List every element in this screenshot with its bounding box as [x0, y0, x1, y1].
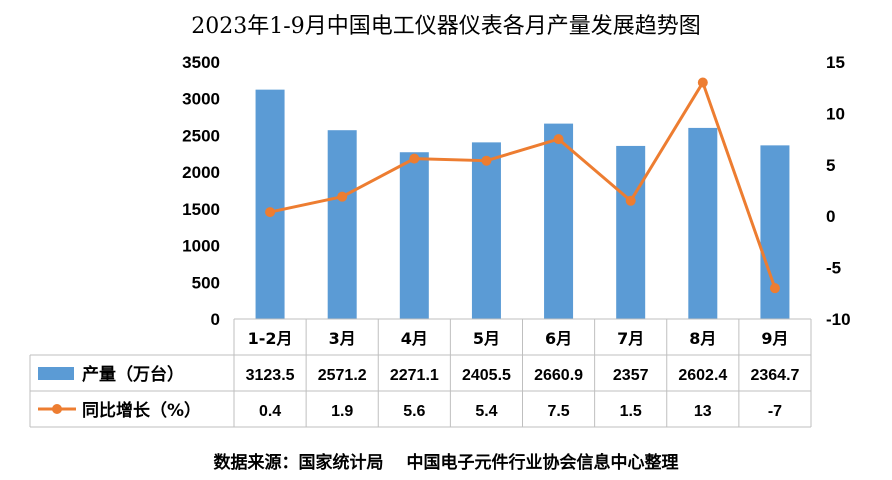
- data-table: 1-2月 3月 4月 5月 6月 7月 8月 9月 3123.5 2571.2 2271.1 2405…: [29, 318, 812, 428]
- legend-bar-label: 产量（万台）: [82, 364, 184, 385]
- bar-value-label: 2571.2: [318, 367, 367, 384]
- line-value-label: 5.6: [403, 403, 425, 420]
- line-value-label: -7: [768, 403, 782, 420]
- legend-line-marker: [52, 404, 62, 414]
- growth-line: [269, 81, 777, 289]
- x-tick-label: 8月: [689, 329, 716, 348]
- y-left-tick-label: 1000: [182, 237, 220, 256]
- y-right-tick-label: 10: [826, 104, 845, 123]
- line-point: [265, 207, 276, 218]
- bar: [327, 130, 357, 319]
- x-tick-label: 3月: [329, 329, 356, 348]
- bar: [688, 127, 718, 319]
- y-right-tick-label: 15: [826, 53, 845, 72]
- y-left-tick-label: 500: [192, 273, 220, 292]
- y-left-tick-label: 1500: [182, 200, 220, 219]
- line-value-label: 0.4: [259, 403, 281, 420]
- y-right-tick-label: -10: [826, 310, 851, 329]
- line-value-label: 7.5: [547, 403, 569, 420]
- bar-value-label: 2602.4: [678, 367, 727, 384]
- y-left-tick-label: 3500: [182, 53, 220, 72]
- line-value-label: 5.4: [475, 403, 497, 420]
- bar: [616, 145, 646, 319]
- bar: [255, 89, 285, 319]
- y-left-tick-label: 3000: [182, 90, 220, 109]
- source-note: 数据来源：国家统计局 中国电子元件行业协会信息中心整理: [213, 453, 679, 473]
- x-tick-label: 1-2月: [248, 329, 293, 348]
- line-point: [409, 153, 420, 164]
- line-point: [625, 195, 636, 206]
- line-point: [337, 191, 348, 202]
- bar-value-label: 2357: [613, 367, 649, 384]
- bar-value-label: 2364.7: [750, 367, 799, 384]
- bar-value-label: 2405.5: [462, 367, 511, 384]
- line-value-label: 1.9: [331, 403, 353, 420]
- line-value-label: 13: [694, 403, 712, 420]
- y-right-tick-label: 5: [826, 156, 835, 175]
- line-value-label: 1.5: [620, 403, 642, 420]
- line-series: [265, 77, 780, 294]
- bar: [544, 123, 574, 319]
- y-right-tick-label: 0: [826, 207, 835, 226]
- x-tick-label: 4月: [401, 329, 428, 348]
- bar-series: [255, 89, 790, 319]
- bar-value-label: 3123.5: [246, 367, 295, 384]
- x-tick-label: 7月: [617, 329, 644, 348]
- y-left-tick-label: 2000: [182, 163, 220, 182]
- bar: [471, 142, 501, 319]
- y-right-axis: -10 -5 0 5 10 15: [826, 53, 851, 329]
- line-point: [697, 77, 708, 88]
- x-tick-label: 6月: [545, 329, 572, 348]
- line-point: [553, 134, 564, 145]
- y-left-tick-label: 2500: [182, 126, 220, 145]
- y-right-tick-label: -5: [826, 259, 841, 278]
- y-left-tick-label: 0: [211, 310, 220, 329]
- y-left-axis: 0 500 1000 1500 2000 2500 3000 3500: [182, 53, 220, 329]
- bar-value-label: 2271.1: [390, 367, 439, 384]
- line-point: [481, 155, 492, 166]
- legend-line-label: 同比增长（%）: [82, 400, 201, 421]
- x-tick-label: 5月: [473, 329, 500, 348]
- chart-title: 2023年1-9月中国电工仪器仪表各月产量发展趋势图: [191, 14, 701, 39]
- line-point: [769, 283, 780, 294]
- legend-bar-swatch: [38, 367, 74, 380]
- x-tick-label: 9月: [761, 329, 788, 348]
- bar: [399, 152, 429, 319]
- bar-value-label: 2660.9: [534, 367, 583, 384]
